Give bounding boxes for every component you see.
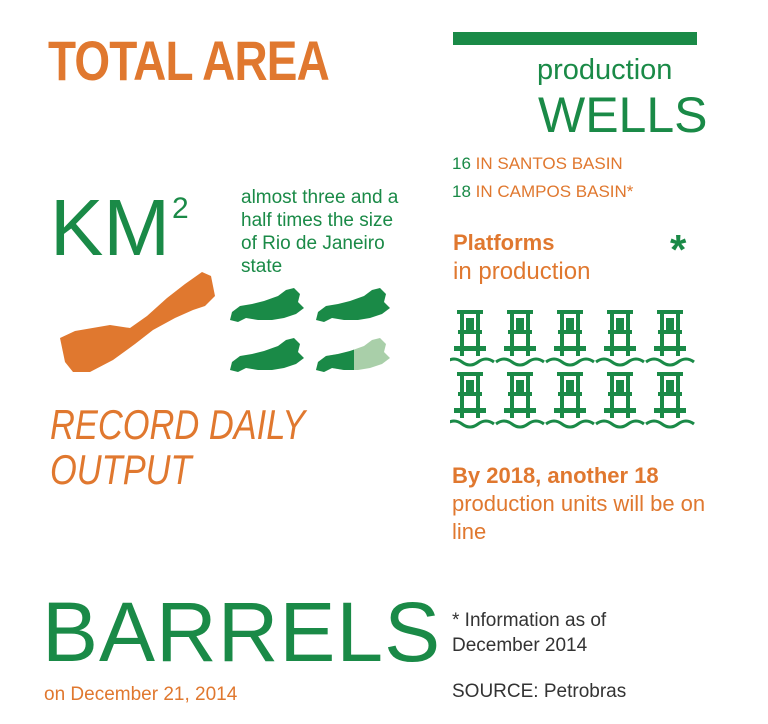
santos-count: 16 <box>452 154 471 173</box>
size-comparison-text: almost three and a half times the size o… <box>241 187 399 277</box>
rio-state-partial <box>316 338 390 372</box>
santos-basin-line: 16 IN SANTOS BASIN <box>452 154 623 174</box>
future-units-rest: production units will be on line <box>452 491 706 544</box>
km-exponent: 2 <box>172 192 189 225</box>
platforms-subtitle: in production <box>453 258 591 285</box>
campos-label: IN CAMPOS BASIN* <box>475 182 634 201</box>
platform-icon <box>644 310 696 367</box>
platform-icon <box>450 310 496 367</box>
source-credit: SOURCE: Petrobras <box>452 681 627 702</box>
platform-icon <box>494 310 546 367</box>
rio-state-3 <box>230 338 304 372</box>
platform-icon <box>594 310 646 367</box>
rio-state-1 <box>230 288 304 322</box>
wells-subtitle: production <box>537 54 673 86</box>
asterisk-mark: * <box>670 226 687 273</box>
platform-icon <box>594 372 646 429</box>
rio-state-2 <box>316 288 390 322</box>
platform-icon <box>644 372 696 429</box>
future-units-text: By 2018, another 18 production units wil… <box>452 462 712 546</box>
platform-icon <box>544 372 596 429</box>
total-area-title: TOTAL AREA <box>48 29 330 92</box>
platform-icon <box>450 372 496 429</box>
campos-basin-line: 18 IN CAMPOS BASIN* <box>452 182 633 202</box>
record-output-title: RECORD DAILY OUTPUT <box>50 401 306 493</box>
km2-unit: KM2 <box>50 188 189 268</box>
barrels-date: on December 21, 2014 <box>44 684 238 705</box>
km-text: KM <box>50 183 170 272</box>
barrels-unit: BARRELS <box>42 585 442 679</box>
rio-state-comparison <box>230 288 390 372</box>
platform-icons-grid <box>450 310 696 429</box>
platform-icon <box>494 372 546 429</box>
wells-title: WELLS <box>538 87 708 143</box>
footnote: * Information as of December 2014 <box>452 610 607 656</box>
pre-salt-area-shape <box>60 272 215 372</box>
platforms-title: Platforms <box>453 230 555 255</box>
santos-label: IN SANTOS BASIN <box>475 154 623 173</box>
pre-salt-area-map <box>60 272 215 372</box>
campos-count: 18 <box>452 182 471 201</box>
top-accent-bar <box>453 32 697 45</box>
platform-icon <box>544 310 596 367</box>
future-units-bold: By 2018, another 18 <box>452 463 659 488</box>
